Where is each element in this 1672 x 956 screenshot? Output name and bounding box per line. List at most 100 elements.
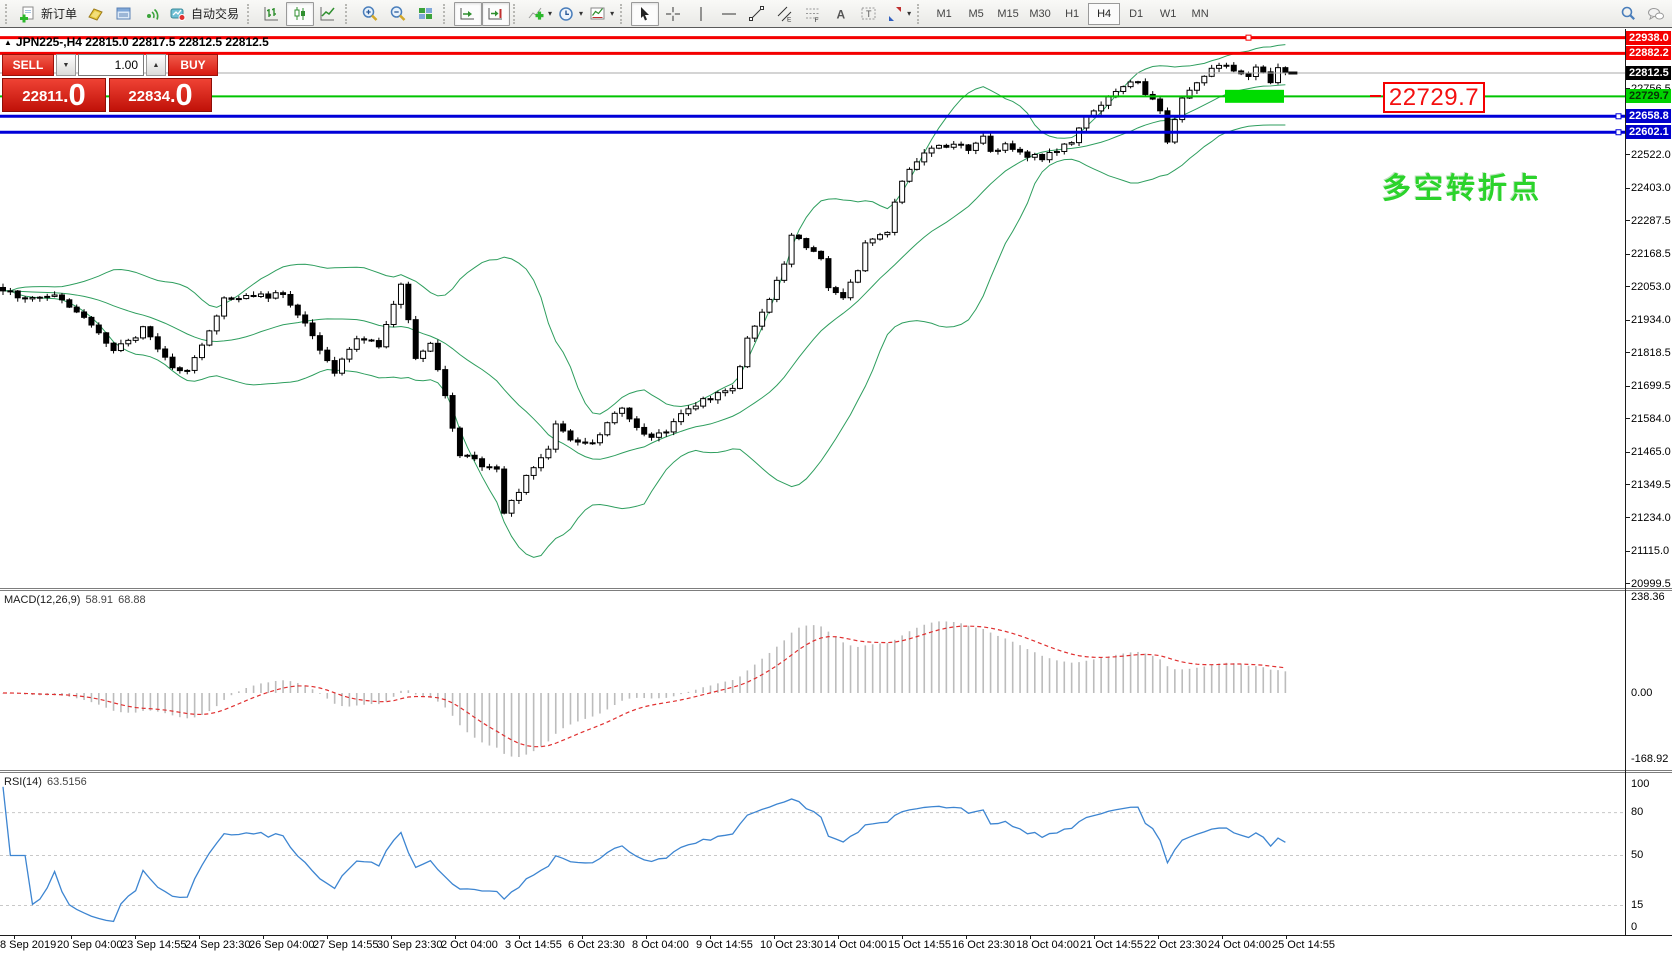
tile-windows-button[interactable] (412, 2, 440, 26)
line-chart-button[interactable] (314, 2, 342, 26)
current-price-label: 22812.5 (1626, 66, 1671, 80)
text-button[interactable]: A (827, 2, 855, 26)
price-tick-label: 22053.0 (1631, 280, 1671, 293)
fibonacci-button[interactable]: F (799, 2, 827, 26)
price-chart-canvas[interactable] (0, 29, 1625, 588)
line-handle[interactable] (1615, 129, 1622, 136)
periods-dropdown-caret[interactable]: ▾ (579, 9, 584, 18)
rsi-name: RSI(14) (4, 776, 42, 788)
horizontal-line-button[interactable] (715, 2, 743, 26)
volume-input[interactable]: 1.00 (78, 54, 144, 76)
chat-button[interactable] (1642, 2, 1670, 26)
chart-shift-button[interactable] (482, 1, 511, 26)
macd-pane-divider[interactable] (0, 588, 1672, 591)
toolbar-group-grip[interactable] (5, 3, 12, 24)
chart-note-text[interactable]: 多空转折点 (1382, 173, 1543, 205)
line-chart-icon (320, 6, 335, 20)
sell-price-button[interactable]: 22811. 0 (2, 78, 106, 112)
tf-h4-button[interactable]: H4 (1088, 2, 1121, 25)
toolbar-group-grip[interactable] (917, 3, 924, 24)
auto-scroll-button[interactable] (454, 1, 483, 26)
bar-chart-button[interactable] (258, 2, 286, 26)
zoom-in-button[interactable] (356, 2, 384, 26)
toolbar-group-grip[interactable] (513, 3, 520, 24)
toolbar-group-grip[interactable] (345, 3, 352, 24)
rsi-chart-canvas[interactable] (0, 773, 1625, 935)
indicators-button[interactable]: ▾ (524, 2, 555, 26)
time-tick-mark (14, 936, 15, 939)
line-handle[interactable] (1245, 34, 1252, 41)
price-tick-label: 21349.5 (1631, 478, 1671, 491)
macd-tick-label: 0.00 (1631, 687, 1653, 699)
tf-h1-button[interactable]: H1 (1065, 7, 1080, 20)
signals-button[interactable] (138, 2, 166, 26)
tf-mn-button[interactable]: MN (1191, 7, 1209, 20)
svg-text:T: T (866, 9, 872, 19)
indicators-icon (528, 7, 544, 20)
price-tick-label: 21699.5 (1631, 380, 1671, 393)
toolbar-group-grip[interactable] (443, 3, 450, 24)
price-callout-box[interactable]: 22729.7 (1383, 82, 1485, 113)
market-watch-button[interactable] (110, 2, 138, 26)
tf-m30-button[interactable]: M30 (1029, 7, 1051, 20)
rsi-indicator-label: RSI(14) 63.5156 (4, 776, 89, 788)
bar-chart-icon (264, 6, 279, 20)
time-tick-label: 15 Oct 14:55 (888, 939, 951, 951)
time-tick-label: 2 Oct 04:00 (441, 939, 498, 951)
time-tick-label: 3 Oct 14:55 (505, 939, 562, 951)
zoom-out-button[interactable] (384, 2, 412, 26)
collapse-panel-arrow[interactable]: ▲ (4, 37, 12, 47)
periods-button[interactable]: ▾ (555, 2, 586, 26)
templates-dropdown-caret[interactable]: ▾ (610, 9, 615, 18)
macd-name: MACD(12,26,9) (4, 594, 81, 606)
line-handle[interactable] (1615, 113, 1622, 120)
tf-m5-button[interactable]: M5 (968, 7, 984, 20)
macd-chart-canvas[interactable] (0, 591, 1625, 769)
time-tick-mark (646, 936, 647, 939)
symbol-info-line: ▲ JPN225-,H4 22815.0 22817.5 22812.5 228… (4, 35, 269, 49)
sell-price-big-digit: 0 (68, 77, 86, 112)
templates-button[interactable]: ▾ (586, 2, 617, 26)
candle-chart-button[interactable] (286, 1, 315, 26)
autotrading-button[interactable]: 自动交易 (166, 2, 244, 26)
indicators-dropdown-caret[interactable]: ▾ (548, 9, 553, 18)
vertical-line-button[interactable] (687, 2, 715, 26)
volume-increase-button[interactable]: ▲ (146, 54, 166, 76)
toolbar-group-grip[interactable] (247, 3, 254, 24)
text-label-button[interactable]: T (855, 2, 883, 26)
tf-w1-button[interactable]: W1 (1159, 7, 1177, 20)
svg-text:A: A (837, 7, 846, 21)
sell-button[interactable]: SELL (2, 54, 54, 76)
tf-m1-button[interactable]: M1 (936, 7, 952, 20)
arrows-dropdown-caret[interactable]: ▾ (907, 9, 912, 18)
profiles-icon (88, 7, 103, 21)
new-order-button[interactable]: 新订单 (16, 2, 82, 26)
buy-button[interactable]: BUY (168, 54, 218, 76)
search-button[interactable] (1614, 2, 1642, 26)
arrows-button[interactable]: ▾ (883, 2, 914, 26)
time-tick-label: 14 Oct 04:00 (824, 939, 887, 951)
rsi-pane-divider[interactable] (0, 770, 1672, 773)
profiles-button[interactable] (82, 2, 110, 26)
volume-decrease-button[interactable]: ▼ (56, 54, 76, 76)
toolbar-group-grip[interactable] (620, 3, 627, 24)
buy-price-dot: . (170, 86, 176, 107)
trend-line-button[interactable] (743, 2, 771, 26)
crosshair-button[interactable] (659, 2, 687, 26)
macd-indicator-label: MACD(12,26,9) 58.91 68.88 (4, 594, 148, 606)
time-tick-mark (199, 936, 200, 939)
tf-m15-button[interactable]: M15 (997, 7, 1019, 20)
horizontal-line-icon (722, 13, 737, 14)
time-axis[interactable]: 8 Sep 2019 20 Sep 04:00 23 Sep 14:55 24 Sep… (0, 935, 1672, 956)
cursor-button[interactable] (631, 1, 660, 26)
cursor-icon (641, 6, 650, 20)
arrows-icon (889, 6, 902, 21)
symbol-ohlc-text: JPN225-,H4 22815.0 22817.5 22812.5 22812… (15, 35, 269, 49)
bollinger-bands (2, 44, 1286, 558)
highlight-segment[interactable] (1225, 89, 1284, 103)
channel-button[interactable]: E (771, 2, 799, 26)
buy-price-button[interactable]: 22834. 0 (109, 78, 212, 112)
text-icon: A (837, 7, 846, 21)
price-axis-border (1625, 29, 1626, 935)
tf-d1-button[interactable]: D1 (1129, 7, 1144, 20)
